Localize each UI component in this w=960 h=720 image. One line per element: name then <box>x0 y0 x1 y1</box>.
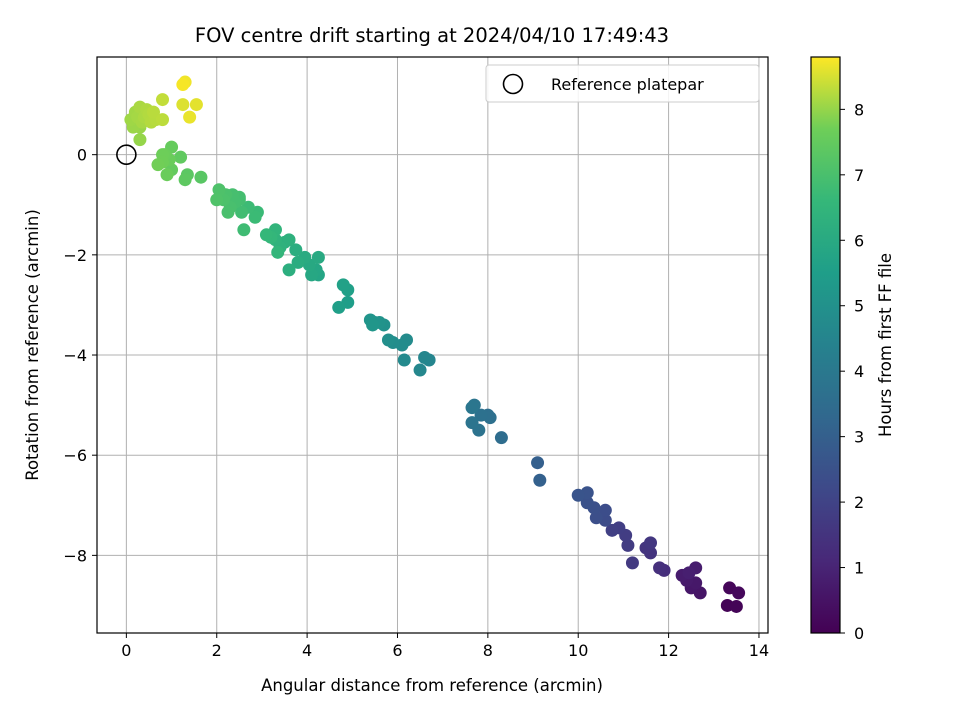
reference-platepar-marker <box>116 144 137 165</box>
data-point <box>381 333 395 347</box>
data-point <box>151 158 165 172</box>
y-tick-label: −6 <box>63 446 87 465</box>
chart-title: FOV centre drift starting at 2024/04/10 … <box>195 24 669 47</box>
data-point <box>413 363 427 377</box>
x-tick-label: 4 <box>302 641 312 660</box>
data-point <box>605 523 619 537</box>
y-axis-label: Rotation from reference (arcmin) <box>23 209 42 481</box>
x-axis-ticks: 0 2 4 6 8 10 12 14 <box>121 633 769 660</box>
colorbar: 0 1 2 3 4 5 6 7 8 Hours from first FF file <box>810 56 895 643</box>
legend-box <box>485 64 760 103</box>
data-point <box>366 318 380 332</box>
data-point <box>189 98 203 112</box>
data-point <box>474 408 488 422</box>
data-point <box>291 255 305 269</box>
x-axis-label: Angular distance from reference (arcmin) <box>261 676 603 695</box>
legend-open-circle-marker <box>502 73 524 95</box>
data-point <box>418 351 432 365</box>
data-point <box>531 456 545 470</box>
colorbar-tick-label: 7 <box>854 166 864 185</box>
data-point <box>336 278 350 292</box>
data-point <box>156 113 170 127</box>
data-point <box>248 210 262 224</box>
data-point <box>332 300 346 314</box>
colorbar-tick-label: 4 <box>854 362 864 381</box>
data-point <box>133 133 147 147</box>
data-point <box>682 566 696 580</box>
data-point <box>176 98 190 112</box>
data-point <box>397 353 411 367</box>
data-point <box>571 488 585 502</box>
data-point <box>289 243 303 257</box>
x-tick-label: 12 <box>658 641 678 660</box>
data-point <box>176 78 190 92</box>
data-point <box>598 503 612 517</box>
data-point <box>533 473 547 487</box>
data-point <box>210 193 224 207</box>
colorbar-tick-label: 5 <box>854 297 864 316</box>
data-point <box>282 263 296 277</box>
data-point <box>580 496 594 510</box>
data-point <box>465 401 479 415</box>
data-point <box>146 105 160 119</box>
data-point <box>625 556 639 570</box>
y-axis-ticks: 0 −2 −4 −6 −8 <box>63 146 97 565</box>
data-point <box>271 245 285 259</box>
colorbar-tick-label: 1 <box>854 559 864 578</box>
colorbar-tick-label: 3 <box>854 428 864 447</box>
colorbar-tick-label: 0 <box>854 624 864 643</box>
colorbar-tick-label: 6 <box>854 231 864 250</box>
scatter-points <box>124 75 746 613</box>
data-point <box>494 431 508 445</box>
y-tick-label: 0 <box>77 146 87 165</box>
data-point <box>156 93 170 107</box>
y-tick-label: −4 <box>63 346 87 365</box>
x-tick-label: 10 <box>568 641 588 660</box>
data-point <box>174 150 188 164</box>
colorbar-frame <box>810 56 841 634</box>
data-point <box>178 173 192 187</box>
y-tick-label: −8 <box>63 546 87 565</box>
colorbar-gradient <box>811 57 840 633</box>
data-point <box>259 228 273 242</box>
data-point <box>729 599 743 613</box>
x-tick-label: 0 <box>121 641 131 660</box>
colorbar-tick-label: 2 <box>854 493 864 512</box>
data-point <box>237 223 251 237</box>
data-point <box>732 586 746 600</box>
x-tick-label: 6 <box>392 641 402 660</box>
data-point <box>212 183 226 197</box>
data-point <box>644 536 658 550</box>
grid-lines <box>97 57 768 633</box>
data-point <box>160 168 174 182</box>
data-point <box>183 110 197 124</box>
data-point <box>305 268 319 282</box>
y-tick-label: −2 <box>63 246 87 265</box>
data-point <box>621 538 635 552</box>
data-point <box>589 511 603 525</box>
data-point <box>194 170 208 184</box>
data-point <box>282 233 296 247</box>
plot-frame <box>96 56 769 634</box>
data-point <box>235 205 249 219</box>
legend: Reference platepar <box>485 64 760 103</box>
x-tick-label: 2 <box>212 641 222 660</box>
legend-label: Reference platepar <box>551 75 704 94</box>
x-tick-label: 14 <box>749 641 769 660</box>
x-tick-label: 8 <box>483 641 493 660</box>
data-point <box>653 561 667 575</box>
data-point <box>221 205 235 219</box>
colorbar-label: Hours from first FF file <box>876 253 895 437</box>
data-point <box>465 416 479 430</box>
data-point <box>311 250 325 264</box>
colorbar-ticks: 0 1 2 3 4 5 6 7 8 <box>840 100 864 643</box>
colorbar-tick-label: 8 <box>854 100 864 119</box>
